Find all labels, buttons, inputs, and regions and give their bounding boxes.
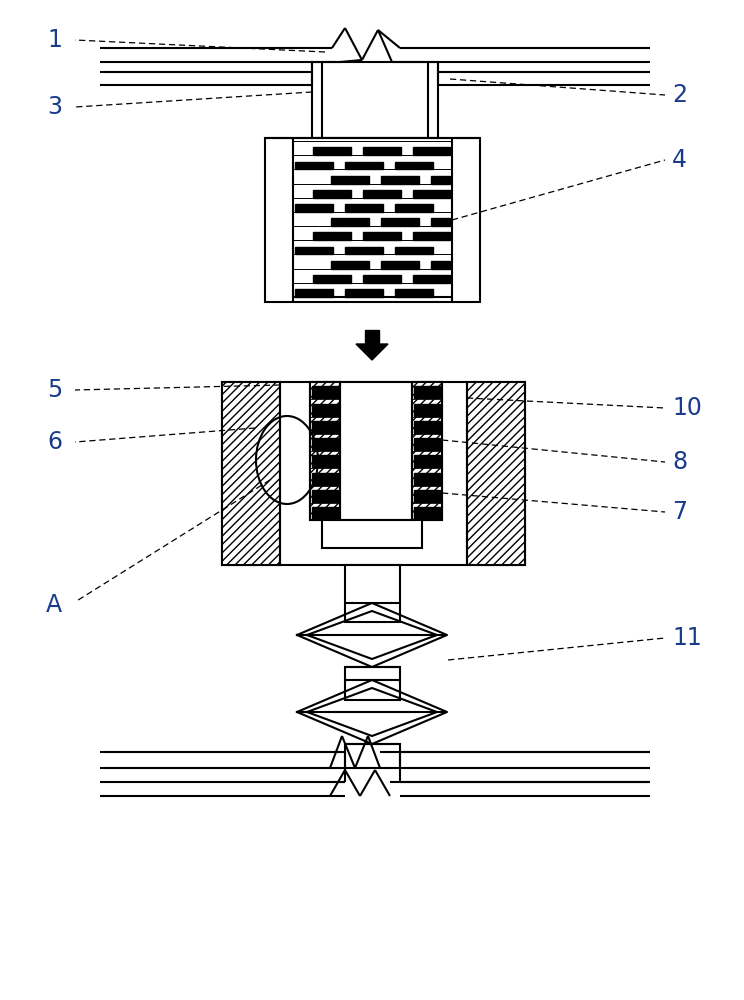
Polygon shape — [313, 190, 351, 198]
Polygon shape — [414, 490, 440, 502]
Polygon shape — [345, 289, 383, 297]
Polygon shape — [431, 218, 450, 226]
Text: 4: 4 — [672, 148, 687, 172]
Polygon shape — [363, 190, 401, 198]
Polygon shape — [312, 507, 338, 519]
Text: 1: 1 — [47, 28, 62, 52]
Polygon shape — [363, 275, 401, 283]
Polygon shape — [345, 204, 383, 212]
Text: 5: 5 — [47, 378, 62, 402]
Polygon shape — [345, 247, 383, 254]
Polygon shape — [414, 438, 440, 450]
Polygon shape — [381, 176, 419, 184]
Polygon shape — [381, 218, 419, 226]
Polygon shape — [312, 386, 338, 398]
Polygon shape — [413, 232, 450, 240]
Polygon shape — [312, 455, 338, 467]
Polygon shape — [431, 261, 450, 269]
Polygon shape — [331, 176, 369, 184]
Bar — [467, 382, 525, 565]
Polygon shape — [312, 490, 338, 502]
Polygon shape — [295, 247, 333, 254]
Polygon shape — [413, 190, 450, 198]
Polygon shape — [413, 147, 450, 155]
Polygon shape — [331, 261, 369, 269]
Text: 2: 2 — [672, 83, 687, 107]
Bar — [222, 382, 525, 565]
Polygon shape — [312, 404, 338, 416]
Polygon shape — [345, 162, 383, 169]
Bar — [222, 382, 280, 565]
Polygon shape — [313, 232, 351, 240]
Text: 3: 3 — [47, 95, 62, 119]
Bar — [345, 565, 400, 622]
Bar — [412, 382, 442, 520]
Text: 8: 8 — [672, 450, 687, 474]
Polygon shape — [313, 275, 351, 283]
Polygon shape — [312, 438, 338, 450]
Polygon shape — [295, 204, 333, 212]
Bar — [310, 382, 442, 520]
Bar — [345, 744, 400, 768]
Polygon shape — [414, 421, 440, 433]
Polygon shape — [363, 147, 401, 155]
Polygon shape — [414, 455, 440, 467]
Text: 6: 6 — [47, 430, 62, 454]
Polygon shape — [395, 247, 433, 254]
Polygon shape — [413, 275, 450, 283]
Polygon shape — [381, 261, 419, 269]
Polygon shape — [295, 289, 333, 297]
Polygon shape — [295, 162, 333, 169]
Polygon shape — [414, 507, 440, 519]
Polygon shape — [363, 232, 401, 240]
Polygon shape — [395, 162, 433, 169]
Polygon shape — [365, 330, 379, 344]
Bar — [265, 138, 480, 302]
Polygon shape — [356, 344, 388, 360]
Bar — [322, 520, 422, 548]
Polygon shape — [312, 421, 338, 433]
Bar — [345, 667, 400, 700]
Text: 11: 11 — [672, 626, 702, 650]
Polygon shape — [313, 147, 351, 155]
Polygon shape — [395, 289, 433, 297]
Polygon shape — [414, 386, 440, 398]
Polygon shape — [395, 204, 433, 212]
Bar — [312, 62, 438, 138]
Text: A: A — [46, 593, 62, 617]
Polygon shape — [414, 473, 440, 485]
Text: 10: 10 — [672, 396, 702, 420]
Polygon shape — [331, 218, 369, 226]
Polygon shape — [431, 176, 450, 184]
Polygon shape — [312, 473, 338, 485]
Text: 7: 7 — [672, 500, 687, 524]
Polygon shape — [414, 404, 440, 416]
Bar — [310, 382, 340, 520]
